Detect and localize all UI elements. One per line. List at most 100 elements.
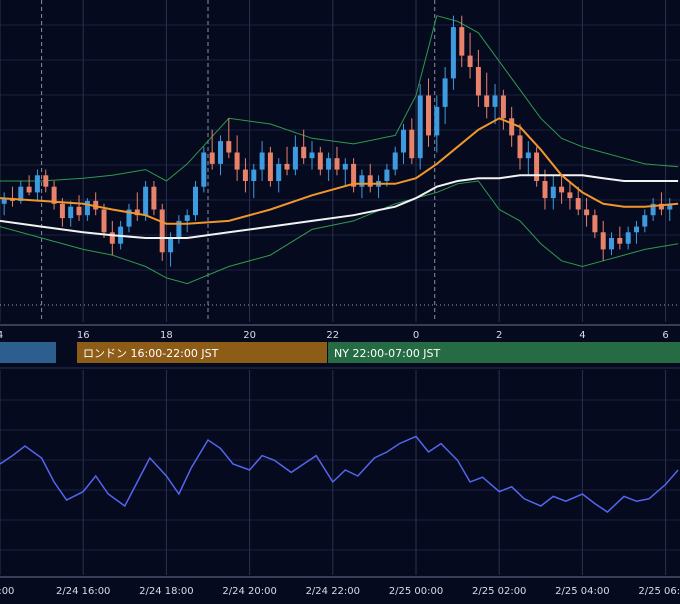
candle-body: [259, 152, 265, 170]
candle-down: [517, 124, 523, 170]
candle-body: [351, 163, 357, 187]
candle-down: [134, 192, 140, 221]
candle-body: [359, 175, 365, 187]
candle-body: [301, 146, 307, 159]
candle-body: [426, 95, 431, 136]
candle-up: [201, 146, 207, 193]
candle-body: [658, 203, 664, 210]
candle-body: [34, 175, 40, 193]
candle-body: [267, 152, 273, 181]
candle-down: [76, 195, 82, 221]
candle-body: [542, 181, 548, 199]
lower-tick-label: 2/25 02:00: [472, 586, 526, 597]
candle-body: [134, 209, 140, 216]
lower-tick-label: 2/24 16:00: [56, 586, 110, 597]
candle-body: [559, 186, 565, 193]
candle-body: [317, 152, 323, 170]
candle-body: [634, 226, 639, 233]
candle-body: [459, 27, 465, 56]
candle-up: [550, 175, 556, 210]
candle-body: [401, 129, 406, 153]
candle-up: [68, 200, 74, 227]
moving-average-short-line: [0, 117, 679, 225]
lower-tick-label: 2/25 00:00: [389, 586, 443, 597]
candle-down: [426, 78, 431, 147]
candle-body: [575, 198, 581, 210]
candle-up: [525, 141, 531, 176]
lower-tick-label: 2/25 04:00: [555, 586, 609, 597]
candle-up: [309, 141, 315, 170]
candle-down: [584, 198, 590, 227]
candle-body: [51, 186, 57, 204]
candle-body: [442, 78, 448, 107]
oscillator-series-line: [0, 435, 679, 513]
candle-up: [667, 198, 673, 221]
candle-body: [550, 186, 556, 199]
lower-time-axis: 14:00 2/24 16:00 2/24 18:00 2/24 20:00 2/24 …: [0, 586, 680, 597]
session-label-ny: NY 22:00-07:00 JST: [334, 347, 441, 360]
candle-body: [43, 175, 49, 187]
lower-tick-label: 2/24 18:00: [139, 586, 193, 597]
candle-up: [251, 163, 257, 199]
candle-up: [126, 203, 132, 233]
candle-down: [242, 158, 248, 193]
candle-body: [226, 141, 232, 153]
candle-up: [342, 158, 348, 187]
candle-down: [351, 158, 357, 193]
upper-tick-label: 4: [0, 330, 3, 341]
candle-body: [534, 152, 540, 181]
candle-body: [592, 215, 598, 233]
candle-down: [159, 203, 165, 261]
lower-tick-label: 2/24 20:00: [222, 586, 276, 597]
candle-body: [276, 163, 282, 181]
candle-body: [201, 152, 207, 187]
candle-body: [384, 169, 390, 181]
candle-body: [101, 209, 107, 233]
candle-down: [226, 118, 232, 159]
candle-down: [658, 192, 664, 216]
candle-up: [193, 181, 198, 221]
candle-down: [334, 146, 340, 176]
candle-body: [151, 186, 157, 210]
candle-body: [126, 209, 132, 227]
candle-up: [392, 146, 398, 176]
candle-up: [442, 67, 448, 124]
candle-down: [617, 226, 623, 250]
candle-up: [292, 135, 298, 176]
candle-down: [26, 175, 32, 196]
candle-down: [234, 135, 240, 181]
upper-tick-label: 18: [160, 330, 173, 341]
candle-body: [59, 203, 65, 219]
candle-up: [34, 169, 40, 201]
candle-body: [567, 192, 573, 199]
candle-body: [242, 169, 248, 181]
candle-body: [218, 141, 223, 164]
candle-body: [184, 215, 190, 221]
price-panel-time-gridlines: [0, 0, 667, 322]
candle-body: [168, 238, 174, 253]
candle-up: [650, 198, 656, 221]
candle-body: [467, 55, 473, 67]
upper-tick-label: 20: [243, 330, 256, 341]
oscillator-line: [0, 435, 679, 513]
candle-down: [484, 72, 490, 119]
lower-tick-label: 14:00: [0, 586, 14, 597]
candle-body: [667, 203, 673, 210]
candle-body: [342, 163, 348, 170]
candle-body: [609, 238, 614, 250]
candle-body: [367, 175, 373, 187]
candle-up: [625, 226, 631, 250]
candle-body: [525, 152, 531, 159]
session-bars: ロンドン 16:00-22:00 JST NY 22:00-07:00 JST: [0, 342, 680, 363]
candle-body: [176, 220, 182, 238]
candle-down: [267, 146, 273, 187]
oscillator-panel-grid: [0, 399, 680, 551]
lower-tick-label: 2/24 22:00: [306, 586, 360, 597]
candle-body: [284, 163, 290, 170]
candle-body: [584, 209, 590, 216]
candle-down: [467, 32, 473, 79]
candle-body: [1, 198, 7, 204]
candle-body: [600, 232, 606, 250]
candle-down: [459, 15, 465, 67]
